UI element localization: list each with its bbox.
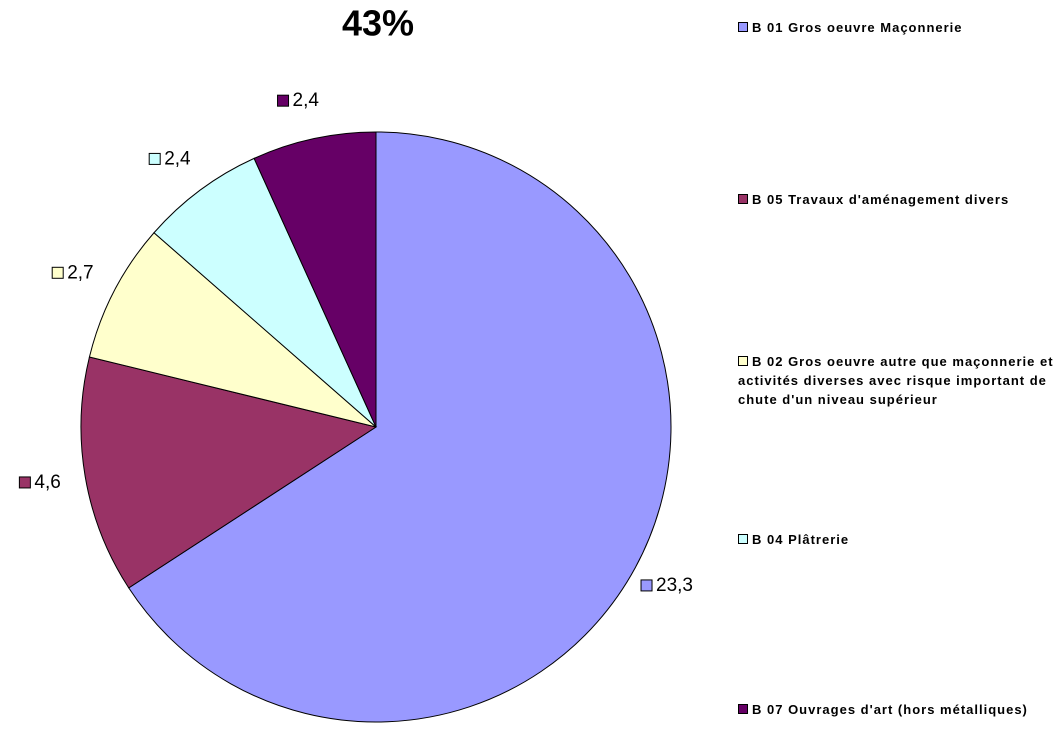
data-label: 2,4 [148, 148, 191, 169]
legend-swatch [738, 22, 748, 32]
legend-label: B 05 Travaux d'aménagement divers [752, 192, 1010, 207]
legend-swatch [738, 534, 748, 544]
label-swatch [277, 94, 290, 107]
pie-slice [128, 131, 672, 723]
legend-swatch [738, 194, 748, 204]
pie-slice [253, 131, 377, 428]
data-label: 4,6 [18, 472, 61, 493]
legend-entry: B 01 Gros oeuvre Maçonnerie [738, 18, 1058, 37]
legend-label: B 04 Plâtrerie [752, 532, 850, 547]
data-label: 2,4 [277, 90, 320, 111]
pie-slice [88, 232, 377, 428]
pie-slice [153, 157, 377, 428]
label-swatch [18, 476, 31, 489]
legend-swatch [738, 704, 748, 714]
legend-entry: B 07 Ouvrages d'art (hors métalliques) [738, 700, 1058, 719]
value-label: 4,6 [34, 472, 60, 493]
value-label: 23,3 [656, 575, 693, 596]
label-swatch [51, 266, 64, 279]
label-swatch [148, 152, 161, 165]
legend-label: B 01 Gros oeuvre Maçonnerie [752, 20, 963, 35]
legend-swatch [738, 356, 748, 366]
legend-label: B 02 Gros oeuvre autre que maçonnerie et… [738, 354, 1054, 407]
legend-entry: B 02 Gros oeuvre autre que maçonnerie et… [738, 352, 1058, 409]
value-label: 2,7 [67, 262, 93, 283]
legend-entry: B 04 Plâtrerie [738, 530, 1058, 549]
value-label: 2,4 [293, 90, 320, 111]
data-label: 2,7 [51, 262, 94, 283]
legend-label: B 07 Ouvrages d'art (hors métalliques) [752, 702, 1028, 717]
data-label: 23,3 [640, 575, 693, 596]
chart-title: 43% [342, 3, 414, 44]
label-swatch [640, 579, 653, 592]
legend-entry: B 05 Travaux d'aménagement divers [738, 190, 1058, 209]
pie-slice [80, 356, 378, 589]
value-label: 2,4 [164, 148, 191, 169]
